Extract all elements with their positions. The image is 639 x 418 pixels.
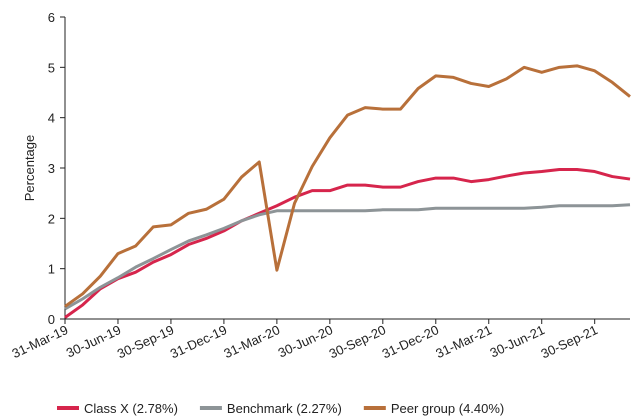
x-tick-label: 30-Jun-19 [64, 322, 123, 360]
series-line [64, 64, 631, 308]
x-tick-label: 31-Mar-19 [10, 322, 71, 361]
y-tick-label: 2 [48, 211, 55, 226]
y-tick-label: 1 [48, 262, 55, 277]
x-tick-label: 31-Mar-20 [221, 322, 282, 361]
x-tick-label: 30-Sep-19 [115, 322, 176, 361]
x-tick-label: 30-Jun-21 [488, 322, 547, 360]
y-tick-label: 6 [48, 10, 55, 25]
legend-label: Benchmark (2.27%) [227, 401, 342, 416]
y-tick-label: 5 [48, 60, 55, 75]
x-tick-label: 30-Sep-20 [327, 322, 388, 361]
series-line [64, 203, 631, 311]
x-tick-label: 30-Sep-21 [539, 322, 600, 361]
x-tick-label: 31-Mar-21 [433, 322, 494, 361]
legend-label: Class X (2.78%) [84, 401, 178, 416]
x-tick-label: 31-Dec-20 [380, 322, 441, 361]
y-tick-label: 0 [48, 312, 55, 327]
series-line [64, 168, 631, 319]
x-tick-label: 31-Dec-19 [168, 322, 229, 361]
x-tick-label: 30-Jun-20 [276, 322, 335, 360]
legend-label: Peer group (4.40%) [391, 401, 504, 416]
y-tick-label: 3 [48, 161, 55, 176]
y-axis-label: Percentage [22, 135, 37, 202]
y-tick-label: 4 [48, 111, 55, 126]
